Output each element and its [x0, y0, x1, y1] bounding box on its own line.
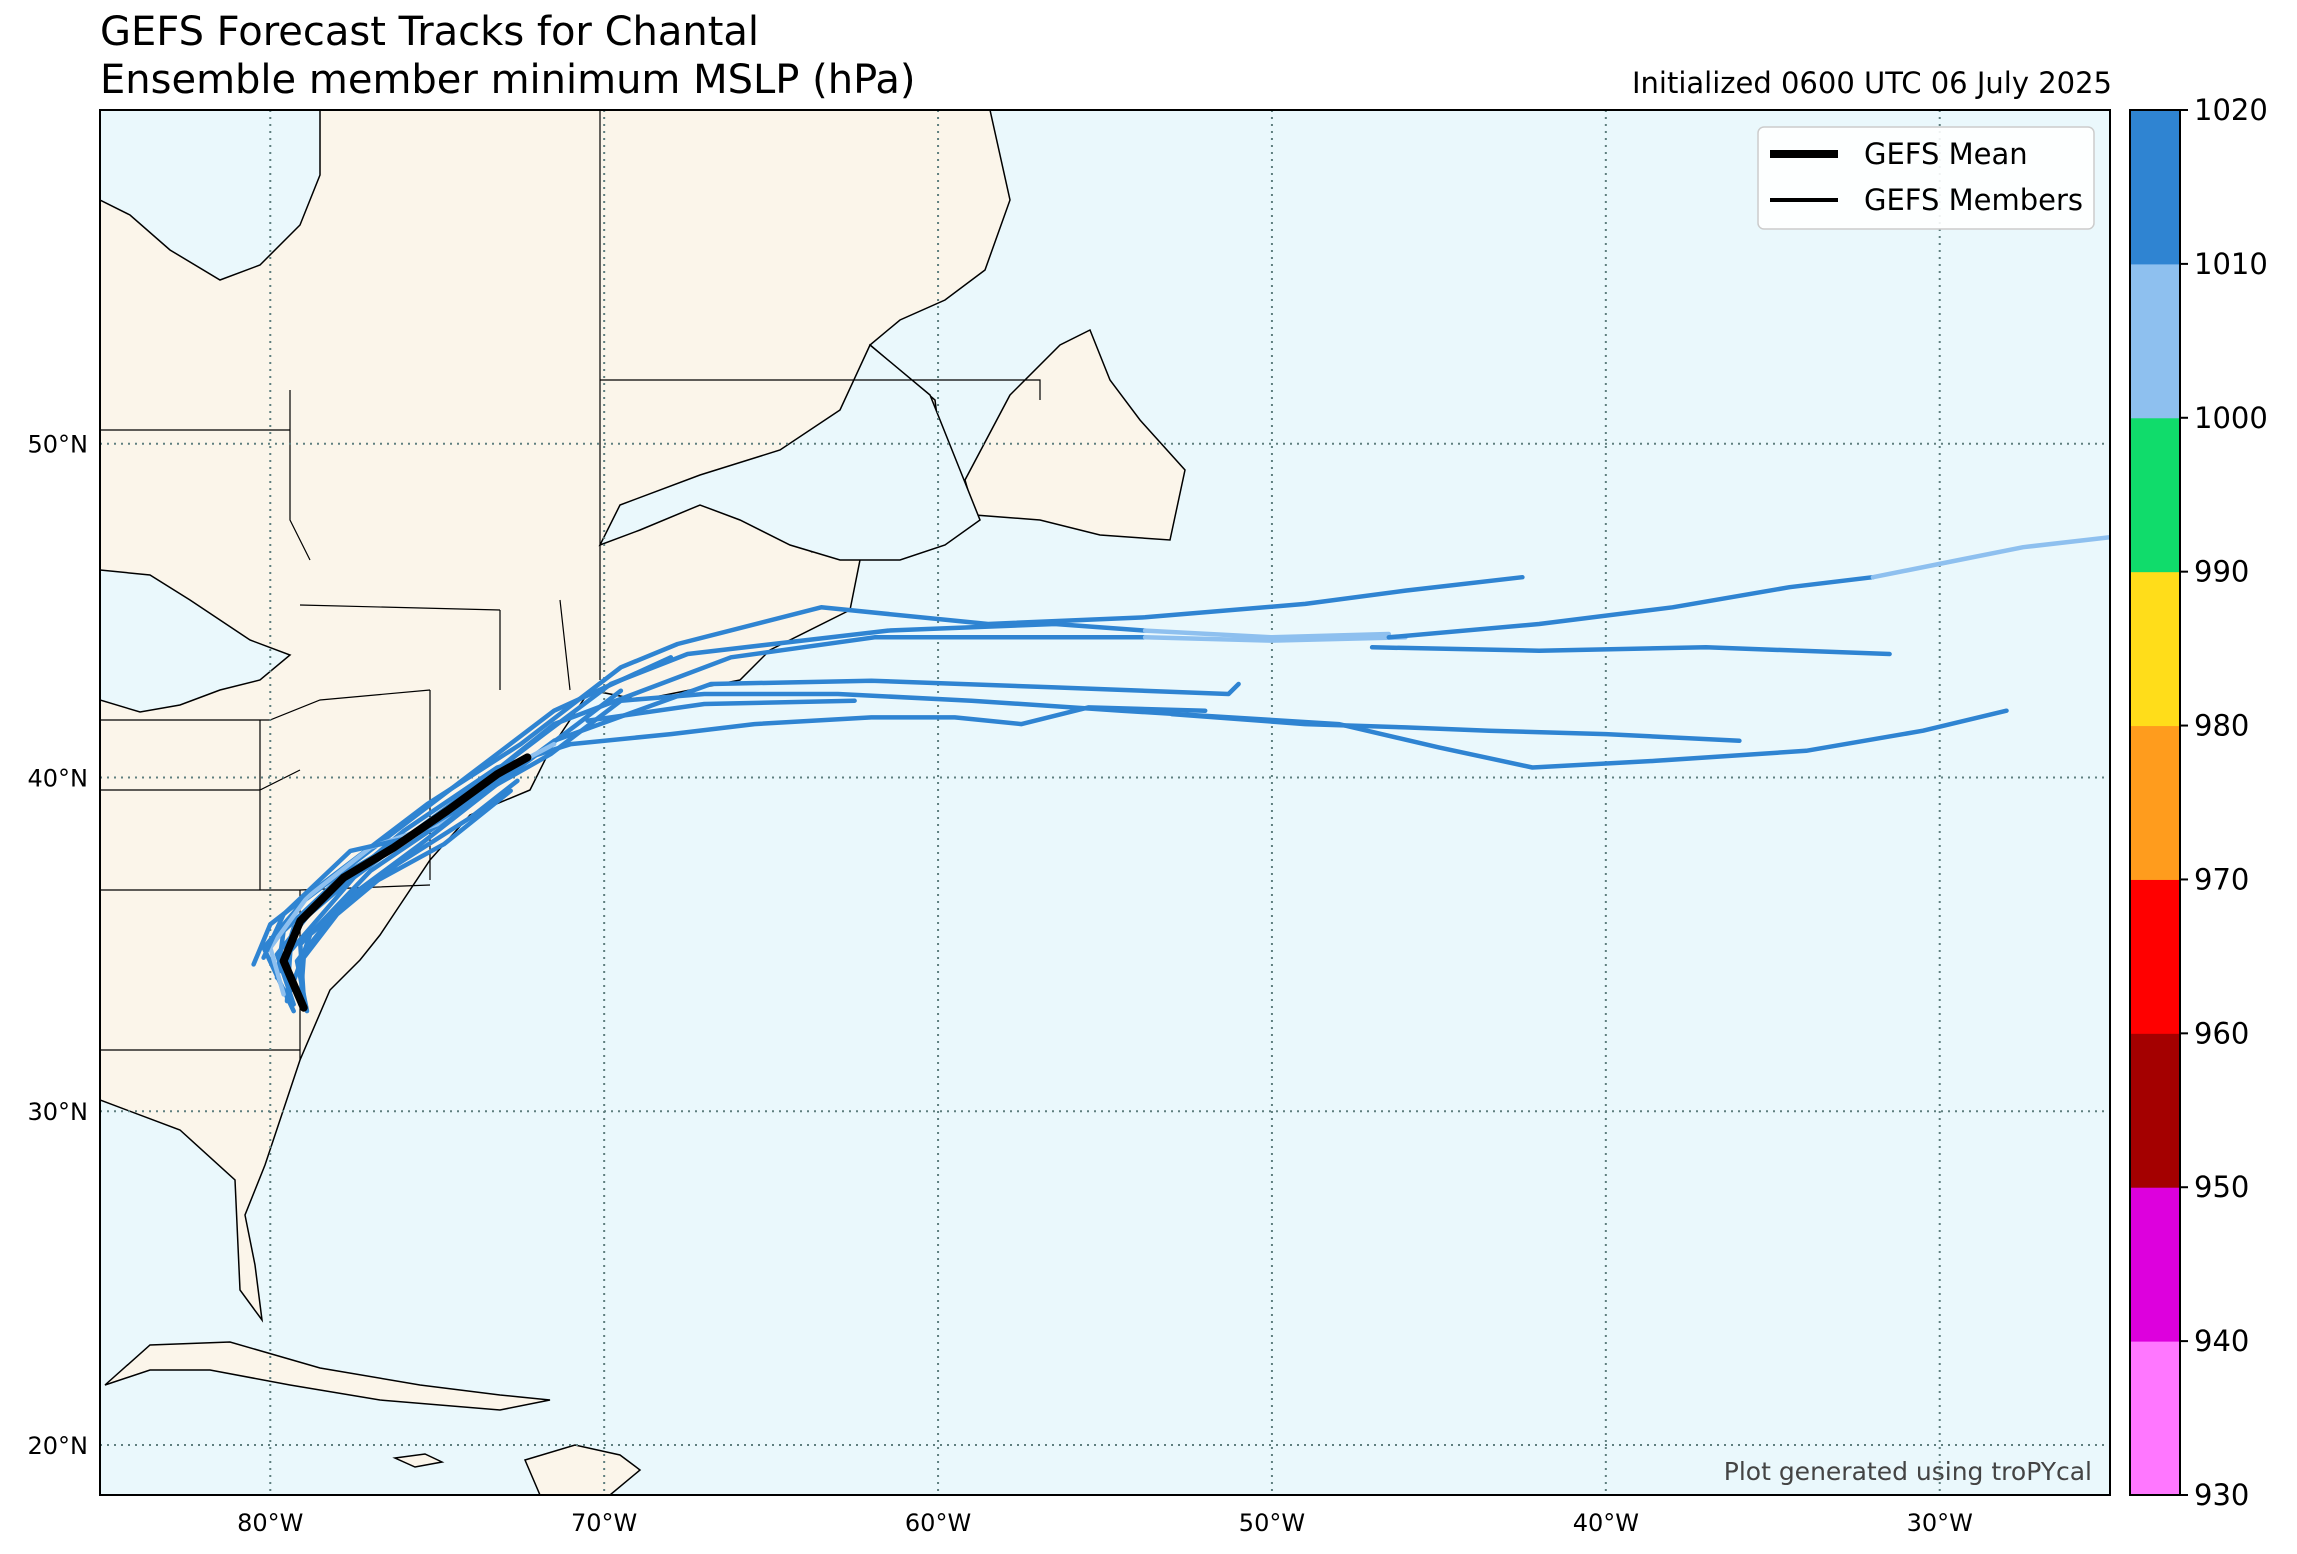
member-track [1142, 628, 1392, 640]
colorbar-tick-label: 970 [2194, 862, 2249, 896]
colorbar-tick-label: 980 [2194, 709, 2249, 743]
colorbar-tick-label: 940 [2194, 1324, 2249, 1358]
member-track [288, 788, 513, 994]
map-panel: 50°N 40°N 30°N 20°N 80°W 70°W 60°W 50°W 40°W 30°W [28, 109, 2111, 1537]
figure-subtitle: Ensemble member minimum MSLP (hPa) [100, 57, 916, 103]
member-track [585, 698, 857, 723]
colorbar-segment [2130, 725, 2180, 880]
credit-text: Plot generated using troPYcal [1724, 1457, 2092, 1486]
member-track [1870, 534, 2110, 580]
colorbar-segment [2130, 1341, 2180, 1496]
lat-tick-label: 40°N [28, 764, 89, 792]
colorbar-segment [2130, 1187, 2180, 1342]
map-frame [99, 109, 2111, 1496]
legend-mean-label: GEFS Mean [1864, 137, 2028, 171]
cuba-land [104, 1341, 551, 1411]
gulf-of-st-lawrence [598, 343, 981, 561]
lon-tick-label: 30°W [1907, 1509, 1973, 1537]
colorbar-tick-label: 950 [2194, 1170, 2249, 1204]
member-track [294, 688, 624, 1014]
colorbar-segment [2130, 879, 2180, 1034]
colorbar-tick-label: 960 [2194, 1016, 2249, 1050]
colorbar-tick-label: 930 [2194, 1478, 2249, 1512]
legend: GEFS Mean GEFS Members [1757, 126, 2095, 230]
lat-tick-label: 50°N [28, 431, 89, 459]
lon-tick-label: 60°W [905, 1509, 971, 1537]
colorbar-tick-label: 1020 [2194, 93, 2268, 127]
colorbar-segment [2130, 417, 2180, 573]
lon-tick-label: 50°W [1239, 1509, 1305, 1537]
colorbar-frame [2129, 109, 2181, 1496]
colorbar-segment [2130, 110, 2180, 265]
colorbar-segment [2130, 263, 2180, 419]
legend-members-label: GEFS Members [1864, 183, 2083, 217]
gridlines [100, 110, 2110, 1495]
member-track [1369, 645, 1892, 657]
colorbar-tick-label: 1010 [2194, 247, 2268, 281]
lat-tick-label: 30°N [28, 1098, 89, 1126]
mean-track [279, 753, 532, 1012]
legend-box [1757, 126, 2095, 230]
colorbar-segment [2130, 571, 2180, 727]
member-track [1142, 635, 1408, 643]
initialization-time: Initialized 0600 UTC 06 July 2025 [1631, 66, 2112, 100]
colorbar-tick-label: 990 [2194, 555, 2249, 589]
member-track [261, 655, 674, 1014]
great-lakes [100, 569, 292, 713]
lon-tick-label: 80°W [237, 1509, 303, 1537]
lat-tick-label: 20°N [28, 1432, 89, 1460]
lon-tick-label: 40°W [1573, 1509, 1639, 1537]
jamaica-land [392, 1453, 445, 1468]
lon-tick-label: 70°W [571, 1509, 637, 1537]
forecast-tracks [251, 534, 2110, 1014]
member-track [261, 765, 513, 960]
member-track [1386, 574, 1876, 640]
hispaniola-land [523, 1444, 642, 1495]
axis-tick-labels: 50°N 40°N 30°N 20°N 80°W 70°W 60°W 50°W 40°W 30°W [28, 431, 1973, 1537]
colorbar: 1020 1010 1000 990 980 970 960 950 940 930 [2129, 93, 2268, 1512]
member-track [1169, 711, 1742, 744]
colorbar-segment [2130, 1033, 2180, 1188]
member-track [284, 635, 1148, 1004]
hudson-bay-inlet [100, 110, 321, 281]
figure-title: GEFS Forecast Tracks for Chantal [100, 9, 760, 55]
colorbar-tick-label: 1000 [2194, 401, 2268, 435]
